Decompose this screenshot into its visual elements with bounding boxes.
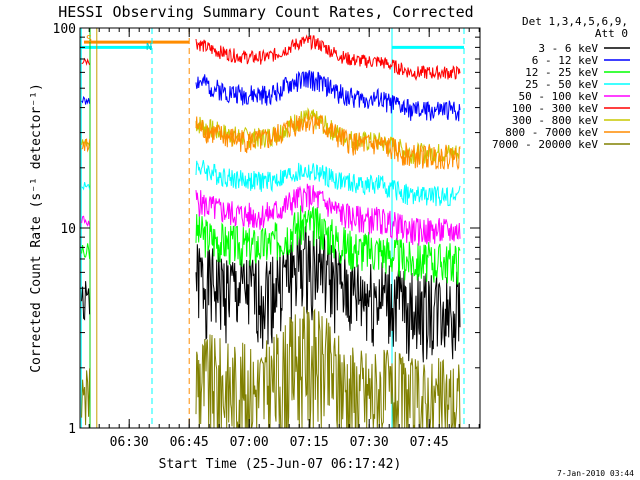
night-flag-label: N: [146, 42, 152, 53]
legend-label-3: 25 - 50 keV: [525, 78, 598, 91]
saa-flag-label: S: [86, 34, 92, 45]
series-pre-segment-3: [81, 181, 91, 191]
x-tick-label-07:15: 07:15: [290, 435, 329, 450]
chart-title: HESSI Observing Summary Count Rates, Cor…: [58, 3, 473, 21]
series-pre-segment-8: [81, 368, 91, 426]
x-tick-label-06:45: 06:45: [170, 435, 209, 450]
x-tick-label-07:30: 07:30: [350, 435, 389, 450]
series-pre-segment-2: [81, 243, 91, 260]
observing-flags: [80, 28, 465, 428]
y-tick-label-1: 1: [68, 422, 76, 437]
series-line-3: [195, 160, 461, 207]
legend-label-5: 100 - 300 keV: [512, 102, 598, 115]
legend-header: Det 1,3,4,5,6,9, Att 0: [522, 15, 628, 40]
y-axis-label: Corrected Count Rate (s⁻¹ detector⁻¹): [29, 83, 44, 373]
y-tick-label-10: 10: [60, 222, 76, 237]
series-pre-segment-7: [81, 138, 91, 153]
series-pre-segment-6: [81, 138, 91, 148]
legend-header-line-2: Att 0: [595, 27, 628, 40]
series-layer: [81, 34, 461, 429]
x-tick-label-06:30: 06:30: [110, 435, 149, 450]
x-axis: 06:30 06:45 07:00 07:15 07:30 07:45: [88, 28, 480, 450]
footer-timestamp: 7-Jan-2010 03:44: [557, 469, 634, 478]
series-pre-segment-5: [81, 57, 91, 66]
series-line-2: [195, 205, 461, 285]
y-tick-label-100: 100: [53, 22, 76, 37]
series-pre-segment-1: [81, 95, 91, 105]
legend-label-2: 12 - 25 keV: [525, 66, 598, 79]
legend-label-4: 50 - 100 keV: [519, 90, 599, 103]
x-tick-label-07:45: 07:45: [410, 435, 449, 450]
legend-label-6: 300 - 800 keV: [512, 114, 598, 127]
series-line-5: [195, 34, 461, 81]
series-line-7: [195, 111, 461, 171]
series-pre-segment-4: [81, 215, 91, 227]
legend-label-7: 800 - 7000 keV: [505, 126, 598, 139]
series-line-1: [195, 70, 461, 122]
series-pre-segment-0: [81, 281, 91, 321]
legend-label-0: 3 - 6 keV: [538, 42, 598, 55]
y-axis: 1 10 100: [53, 22, 480, 437]
x-tick-label-07:00: 07:00: [230, 435, 269, 450]
x-axis-label: Start Time (25-Jun-07 06:17:42): [159, 457, 402, 472]
series-line-4: [195, 183, 461, 246]
legend-header-line-1: Det 1,3,4,5,6,9,: [522, 15, 628, 28]
legend-label-8: 7000 - 20000 keV: [492, 138, 598, 151]
legend-label-1: 6 - 12 keV: [532, 54, 599, 67]
